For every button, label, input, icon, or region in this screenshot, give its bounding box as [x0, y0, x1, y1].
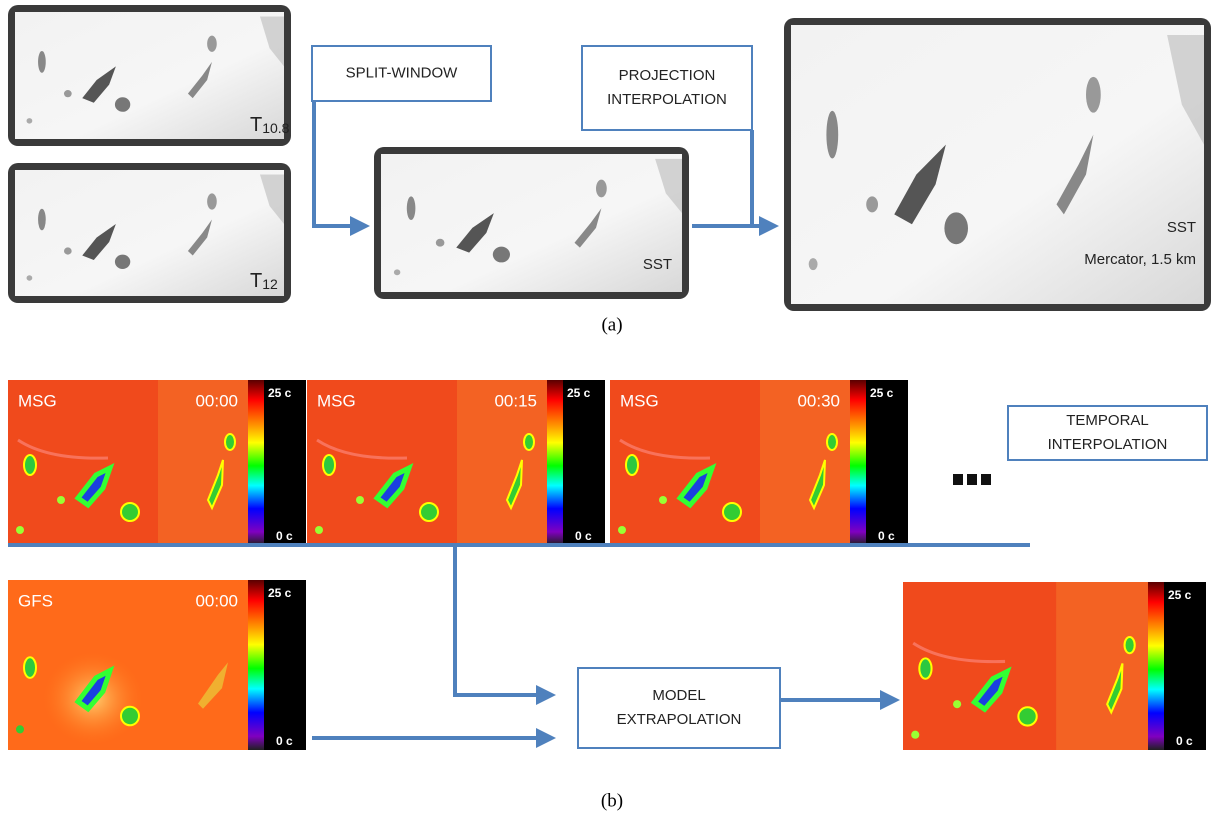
- scale-min: 0 c: [878, 529, 895, 543]
- process-box: [582, 46, 752, 130]
- scale-max: 25 c: [268, 386, 292, 400]
- symbol: T: [250, 114, 262, 136]
- time-label: 00:00: [195, 591, 238, 610]
- colorbar-background: [264, 580, 306, 750]
- scale-max: 25 c: [268, 586, 292, 600]
- sst-label: SST: [643, 256, 672, 273]
- scale-min: 0 c: [276, 529, 293, 543]
- time-label: 00:00: [195, 391, 238, 410]
- figure: T10.8T12SSTSSTMercator, 1.5 kmSPLIT-WIND…: [0, 0, 1217, 819]
- scale-max: 25 c: [870, 386, 894, 400]
- symbol: T: [250, 270, 262, 292]
- scale-max: 25 c: [1168, 588, 1192, 602]
- colorbar: [850, 380, 866, 545]
- subscript: 10.8: [262, 120, 289, 136]
- scale-min: 0 c: [1176, 734, 1193, 748]
- satellite-image: [15, 170, 284, 296]
- box-label: MODEL: [652, 687, 705, 704]
- colorbar: [547, 380, 563, 545]
- box-label: INTERPOLATION: [607, 91, 727, 108]
- result-image: [903, 582, 1148, 750]
- colorbar: [1148, 582, 1164, 750]
- source-label: MSG: [620, 391, 659, 410]
- source-label: MSG: [317, 391, 356, 410]
- time-label: 00:30: [797, 391, 840, 410]
- ellipsis-dot: [967, 474, 977, 485]
- arrow: [314, 101, 366, 226]
- scale-min: 0 c: [575, 529, 592, 543]
- satellite-image: [381, 154, 682, 292]
- box-label: INTERPOLATION: [1048, 436, 1168, 453]
- source-label: MSG: [18, 391, 57, 410]
- satellite-image: [15, 12, 284, 139]
- caption: (a): [601, 314, 622, 335]
- caption: (b): [601, 790, 623, 811]
- box-label: SPLIT-WINDOW: [346, 64, 459, 81]
- scale-max: 25 c: [567, 386, 591, 400]
- output-label: Mercator, 1.5 km: [1084, 251, 1196, 268]
- box-label: PROJECTION: [619, 67, 716, 84]
- arrow: [455, 545, 552, 695]
- box-label: TEMPORAL: [1066, 412, 1149, 429]
- subscript: 12: [262, 276, 278, 292]
- ellipsis-dot: [953, 474, 963, 485]
- ellipsis-dot: [981, 474, 991, 485]
- colorbar: [248, 580, 264, 750]
- colorbar-background: [866, 380, 908, 545]
- colorbar: [248, 380, 264, 545]
- scale-min: 0 c: [276, 734, 293, 748]
- box-label: EXTRAPOLATION: [617, 711, 742, 728]
- time-label: 00:15: [494, 391, 537, 410]
- process-box: [578, 668, 780, 748]
- output-label: SST: [1167, 219, 1196, 236]
- colorbar-background: [563, 380, 605, 545]
- colorbar-background: [264, 380, 306, 545]
- source-label: GFS: [18, 591, 53, 610]
- colorbar-background: [1164, 582, 1206, 750]
